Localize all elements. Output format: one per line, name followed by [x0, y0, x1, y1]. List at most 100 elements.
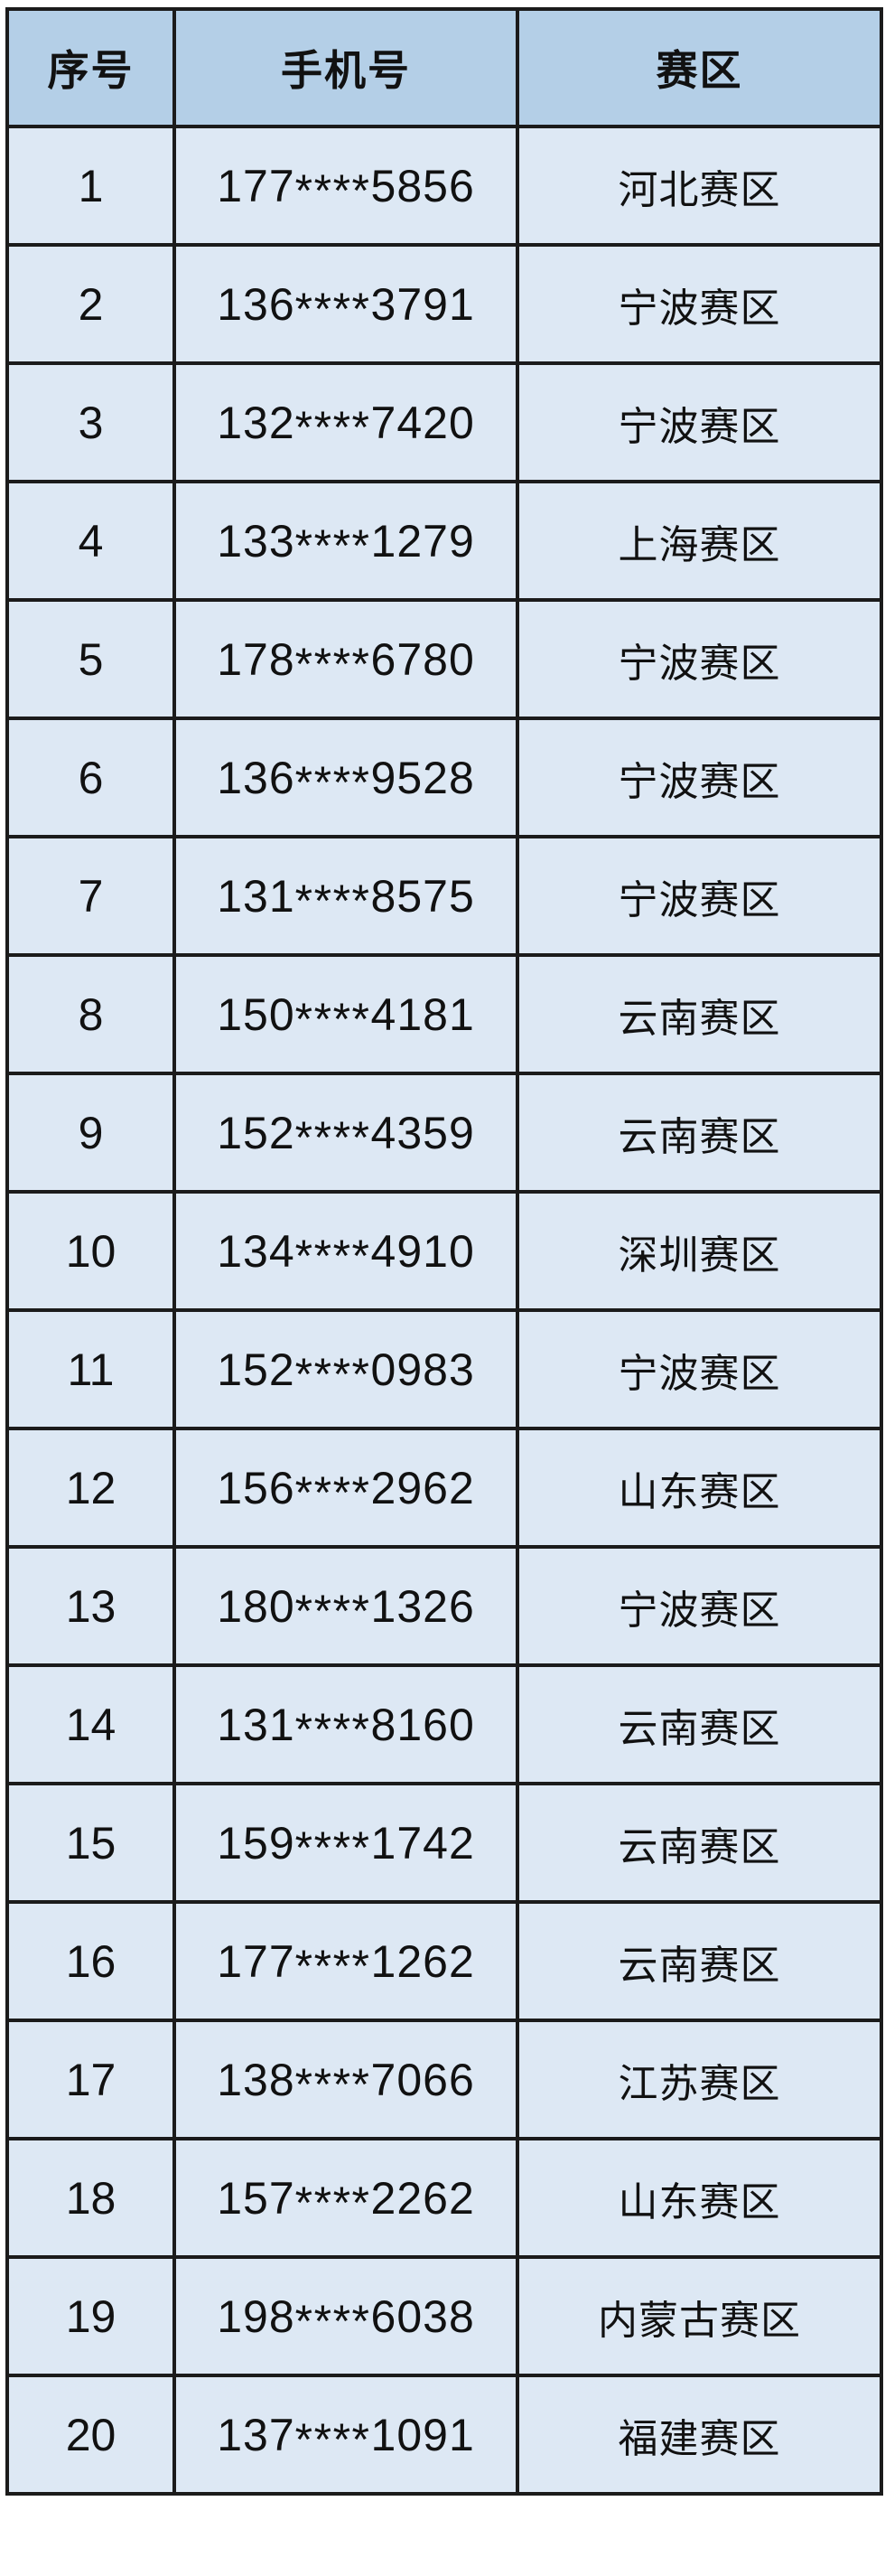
cell-index: 15	[5, 1782, 176, 1904]
cell-zone: 宁波赛区	[516, 1545, 883, 1667]
cell-phone: 156****2962	[172, 1427, 519, 1549]
table-row: 18 157****2262 山东赛区	[5, 2137, 883, 2259]
winners-table: 序号 手机号 赛区 1 177****5856 河北赛区 2 136****37…	[5, 7, 883, 2496]
masked-digits: ****	[294, 1466, 371, 1518]
masked-digits: ****	[294, 1703, 371, 1755]
cell-zone: 宁波赛区	[516, 835, 883, 957]
cell-phone: 178****6780	[172, 598, 519, 720]
masked-digits: ****	[294, 993, 371, 1044]
cell-index: 6	[5, 717, 176, 838]
table-row: 4 133****1279 上海赛区	[5, 480, 883, 602]
cell-phone: 136****3791	[172, 243, 519, 365]
cell-phone: 152****4359	[172, 1072, 519, 1194]
table-header: 序号 手机号 赛区	[5, 7, 883, 128]
table-row: 1 177****5856 河北赛区	[5, 125, 883, 247]
cell-index: 14	[5, 1663, 176, 1785]
cell-index: 4	[5, 480, 176, 602]
masked-digits: ****	[294, 401, 371, 453]
cell-index: 19	[5, 2255, 176, 2377]
header-row: 序号 手机号 赛区	[5, 7, 883, 128]
cell-zone: 云南赛区	[516, 953, 883, 1075]
cell-index: 8	[5, 953, 176, 1075]
cell-index: 7	[5, 835, 176, 957]
table-row: 17 138****7066 江苏赛区	[5, 2019, 883, 2140]
cell-index: 3	[5, 361, 176, 483]
cell-phone: 177****1262	[172, 1900, 519, 2022]
header-cell-phone: 手机号	[172, 7, 519, 128]
cell-phone: 134****4910	[172, 1190, 519, 1312]
cell-index: 13	[5, 1545, 176, 1667]
masked-digits: ****	[294, 164, 371, 216]
masked-digits: ****	[294, 1822, 371, 1873]
cell-zone: 宁波赛区	[516, 598, 883, 720]
cell-phone: 132****7420	[172, 361, 519, 483]
masked-digits: ****	[294, 756, 371, 808]
table-row: 10 134****4910 深圳赛区	[5, 1190, 883, 1312]
masked-digits: ****	[294, 1230, 371, 1281]
masked-digits: ****	[294, 2413, 371, 2465]
cell-zone: 山东赛区	[516, 2137, 883, 2259]
cell-index: 12	[5, 1427, 176, 1549]
masked-digits: ****	[294, 2177, 371, 2228]
cell-zone: 江苏赛区	[516, 2019, 883, 2140]
table-row: 8 150****4181 云南赛区	[5, 953, 883, 1075]
cell-phone: 138****7066	[172, 2019, 519, 2140]
header-cell-zone: 赛区	[516, 7, 883, 128]
cell-phone: 177****5856	[172, 125, 519, 247]
cell-index: 5	[5, 598, 176, 720]
table-row: 15 159****1742 云南赛区	[5, 1782, 883, 1904]
cell-index: 16	[5, 1900, 176, 2022]
cell-phone: 137****1091	[172, 2374, 519, 2496]
cell-zone: 山东赛区	[516, 1427, 883, 1549]
masked-digits: ****	[294, 283, 371, 334]
cell-zone: 云南赛区	[516, 1072, 883, 1194]
masked-digits: ****	[294, 638, 371, 689]
table-row: 6 136****9528 宁波赛区	[5, 717, 883, 838]
header-cell-index: 序号	[5, 7, 176, 128]
table-row: 20 137****1091 福建赛区	[5, 2374, 883, 2496]
cell-zone: 宁波赛区	[516, 717, 883, 838]
masked-digits: ****	[294, 2295, 371, 2347]
masked-digits: ****	[294, 1111, 371, 1163]
cell-phone: 180****1326	[172, 1545, 519, 1667]
cell-zone: 上海赛区	[516, 480, 883, 602]
cell-zone: 宁波赛区	[516, 1308, 883, 1430]
table-row: 3 132****7420 宁波赛区	[5, 361, 883, 483]
table-row: 12 156****2962 山东赛区	[5, 1427, 883, 1549]
table-row: 7 131****8575 宁波赛区	[5, 835, 883, 957]
cell-zone: 云南赛区	[516, 1900, 883, 2022]
cell-phone: 133****1279	[172, 480, 519, 602]
cell-phone: 157****2262	[172, 2137, 519, 2259]
masked-digits: ****	[294, 1940, 371, 1991]
cell-zone: 宁波赛区	[516, 243, 883, 365]
table-row: 9 152****4359 云南赛区	[5, 1072, 883, 1194]
cell-index: 1	[5, 125, 176, 247]
table-row: 11 152****0983 宁波赛区	[5, 1308, 883, 1430]
cell-phone: 198****6038	[172, 2255, 519, 2377]
cell-phone: 159****1742	[172, 1782, 519, 1904]
cell-zone: 云南赛区	[516, 1663, 883, 1785]
cell-phone: 152****0983	[172, 1308, 519, 1430]
cell-zone: 内蒙古赛区	[516, 2255, 883, 2377]
cell-zone: 云南赛区	[516, 1782, 883, 1904]
cell-index: 2	[5, 243, 176, 365]
masked-digits: ****	[294, 2058, 371, 2110]
cell-phone: 136****9528	[172, 717, 519, 838]
cell-phone: 131****8575	[172, 835, 519, 957]
masked-digits: ****	[294, 1348, 371, 1400]
masked-digits: ****	[294, 1585, 371, 1636]
cell-phone: 150****4181	[172, 953, 519, 1075]
masked-digits: ****	[294, 520, 371, 571]
table-row: 16 177****1262 云南赛区	[5, 1900, 883, 2022]
table-row: 5 178****6780 宁波赛区	[5, 598, 883, 720]
cell-index: 17	[5, 2019, 176, 2140]
cell-index: 9	[5, 1072, 176, 1194]
masked-digits: ****	[294, 875, 371, 926]
cell-zone: 深圳赛区	[516, 1190, 883, 1312]
cell-index: 20	[5, 2374, 176, 2496]
table-row: 13 180****1326 宁波赛区	[5, 1545, 883, 1667]
cell-zone: 福建赛区	[516, 2374, 883, 2496]
table-row: 2 136****3791 宁波赛区	[5, 243, 883, 365]
table-row: 19 198****6038 内蒙古赛区	[5, 2255, 883, 2377]
